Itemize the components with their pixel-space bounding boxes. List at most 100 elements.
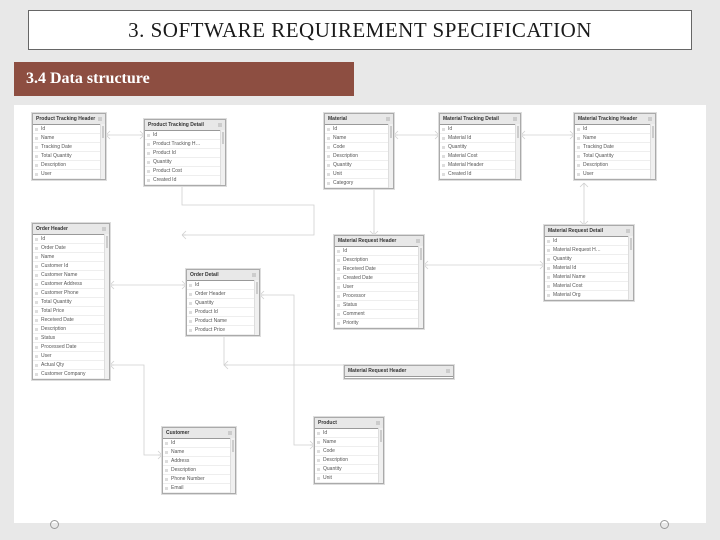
subtitle-box: 3.4 Data structure bbox=[14, 62, 354, 96]
entity-field: Tracking Date bbox=[33, 143, 105, 152]
scrollbar[interactable] bbox=[104, 234, 109, 379]
entity-field: Product Price bbox=[187, 326, 259, 335]
entity-field: Product Id bbox=[145, 149, 225, 158]
chevron-down-icon bbox=[218, 123, 222, 127]
entity-field: Id bbox=[545, 237, 633, 246]
entity-field: Product Id bbox=[187, 308, 259, 317]
entity-order-detail: Order DetailIdOrder HeaderQuantityProduc… bbox=[186, 269, 260, 336]
entity-field: Total Quantity bbox=[33, 152, 105, 161]
entity-title: Order Detail bbox=[190, 272, 219, 278]
entity-field: Status bbox=[335, 301, 423, 310]
entity-field: Product Name bbox=[187, 317, 259, 326]
entity-field: Received Date bbox=[335, 265, 423, 274]
scrollbar[interactable] bbox=[650, 124, 655, 179]
entity-field: Material Cost bbox=[545, 282, 633, 291]
entity-field: Material Id bbox=[440, 134, 520, 143]
entity-field: Priority bbox=[335, 319, 423, 328]
connector-line bbox=[260, 295, 314, 445]
entity-header: Material Tracking Header bbox=[575, 114, 655, 125]
entity-field: Order Date bbox=[33, 244, 109, 253]
scrollbar[interactable] bbox=[388, 124, 393, 188]
entity-field: Description bbox=[335, 256, 423, 265]
entity-title: Material Request Detail bbox=[548, 228, 603, 234]
entity-field: Id bbox=[33, 235, 109, 244]
entity-field: Quantity bbox=[325, 161, 393, 170]
entity-header: Customer bbox=[163, 428, 235, 439]
scrollbar[interactable] bbox=[515, 124, 520, 179]
entity-header: Order Header bbox=[33, 224, 109, 235]
erd-diagram: Product Tracking HeaderIdNameTracking Da… bbox=[14, 105, 706, 523]
scrollbar[interactable] bbox=[378, 428, 383, 483]
chevron-down-icon bbox=[648, 117, 652, 121]
entity-field: Material Request H… bbox=[545, 246, 633, 255]
entity-field: Quantity bbox=[187, 299, 259, 308]
entity-header: Material Request Header bbox=[335, 236, 423, 247]
title-box: 3. SOFTWARE REQUIREMENT SPECIFICATION bbox=[28, 10, 692, 50]
entity-field: Actual Qty bbox=[33, 361, 109, 370]
entity-field: Id bbox=[187, 281, 259, 290]
entity-order-header: Order HeaderIdOrder DateNameCustomer IdC… bbox=[32, 223, 110, 380]
entity-field: Email bbox=[163, 484, 235, 493]
entity-field: Description bbox=[33, 161, 105, 170]
entity-material-request-header-2: Material Request Header bbox=[344, 365, 454, 379]
entity-field: Customer Company bbox=[33, 370, 109, 379]
scrollbar[interactable] bbox=[230, 438, 235, 493]
entity-title: Customer bbox=[166, 430, 189, 436]
entity-field: Id bbox=[335, 247, 423, 256]
entity-header: Material Tracking Detail bbox=[440, 114, 520, 125]
entity-field: User bbox=[33, 352, 109, 361]
entity-field: Code bbox=[315, 447, 383, 456]
entity-field: Customer Id bbox=[33, 262, 109, 271]
entity-field: Material Id bbox=[545, 264, 633, 273]
entity-title: Material Tracking Header bbox=[578, 116, 637, 122]
entity-field: Total Quantity bbox=[33, 298, 109, 307]
entity-field: Material Cost bbox=[440, 152, 520, 161]
scrollbar[interactable] bbox=[254, 280, 259, 335]
chevron-down-icon bbox=[228, 431, 232, 435]
entity-field: Id bbox=[315, 429, 383, 438]
entity-field: Description bbox=[575, 161, 655, 170]
entity-field: Category bbox=[325, 179, 393, 188]
entity-field: Name bbox=[315, 438, 383, 447]
entity-title: Material Tracking Detail bbox=[443, 116, 499, 122]
entity-title: Material Request Header bbox=[348, 368, 406, 374]
entity-field: Created Id bbox=[145, 176, 225, 185]
entity-material-request-detail: Material Request Detail IdMaterial Reques… bbox=[544, 225, 634, 301]
entity-field: Description bbox=[33, 325, 109, 334]
entity-header: Product bbox=[315, 418, 383, 429]
scrollbar[interactable] bbox=[100, 124, 105, 179]
entity-field: Material Header bbox=[440, 161, 520, 170]
entity-field: Quantity bbox=[440, 143, 520, 152]
entity-field: Phone Number bbox=[163, 475, 235, 484]
entity-field: Quantity bbox=[315, 465, 383, 474]
entity-customer: CustomerIdNameAddressDescriptionPhone Nu… bbox=[162, 427, 236, 494]
scrollbar[interactable] bbox=[418, 246, 423, 328]
footer-bullet-icon bbox=[50, 520, 59, 529]
entity-field: Description bbox=[163, 466, 235, 475]
entity-header: Order Detail bbox=[187, 270, 259, 281]
entity-field: Product Tracking H… bbox=[145, 140, 225, 149]
entity-title: Product bbox=[318, 420, 337, 426]
entity-field: Comment bbox=[335, 310, 423, 319]
entity-field: Customer Name bbox=[33, 271, 109, 280]
entity-field: Id bbox=[145, 131, 225, 140]
entity-field: Status bbox=[33, 334, 109, 343]
entity-title: Product Tracking Header bbox=[36, 116, 95, 122]
entity-header: Material Request Detail bbox=[545, 226, 633, 237]
scrollbar[interactable] bbox=[220, 130, 225, 185]
entity-title: Order Header bbox=[36, 226, 68, 232]
entity-field: Name bbox=[163, 448, 235, 457]
chevron-down-icon bbox=[446, 369, 450, 373]
entity-header: Material Request Header bbox=[345, 366, 453, 377]
scrollbar[interactable] bbox=[628, 236, 633, 300]
entity-field: Received Date bbox=[33, 316, 109, 325]
entity-material-tracking-detail: Material Tracking DetailIdMaterial IdQua… bbox=[439, 113, 521, 180]
entity-field: Description bbox=[325, 152, 393, 161]
entity-field: Total Quantity bbox=[575, 152, 655, 161]
page-title: 3. SOFTWARE REQUIREMENT SPECIFICATION bbox=[128, 18, 592, 43]
entity-field: Unit bbox=[315, 474, 383, 483]
entity-field: User bbox=[33, 170, 105, 179]
entity-title: Material Request Header bbox=[338, 238, 396, 244]
chevron-down-icon bbox=[102, 227, 106, 231]
entity-header: Product Tracking Header bbox=[33, 114, 105, 125]
